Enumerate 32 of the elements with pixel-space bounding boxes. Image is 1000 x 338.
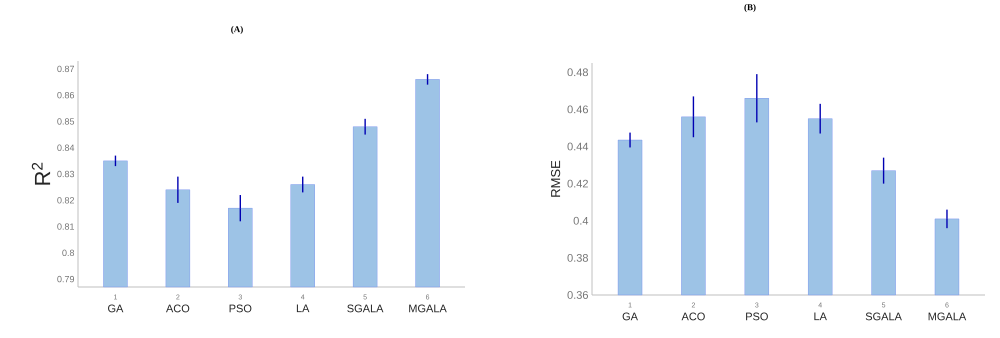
y-tick-label: 0.44 <box>567 142 588 150</box>
y-tick-label: 0.46 <box>567 106 588 114</box>
x-tick-label: PSO <box>746 312 768 320</box>
chart-title: (A) <box>231 26 243 34</box>
y-tick-label: 0.87 <box>57 66 74 72</box>
y-tick-label: 0.4 <box>574 216 588 225</box>
x-tick-label: LA <box>814 312 827 320</box>
y-tick-label: 0.86 <box>57 92 74 98</box>
x-tick-label: PSO <box>230 304 252 312</box>
y-tick-label: 0.79 <box>57 276 74 282</box>
y-tick-label: 0.81 <box>57 223 74 230</box>
y-tick-label: 0.36 <box>567 291 588 299</box>
x-tick-label: LA <box>296 304 310 312</box>
y-tick-label: 0.42 <box>567 180 588 188</box>
x-tick-label: SGALA <box>866 312 902 320</box>
y-tick-label: 0.38 <box>567 254 588 262</box>
y-tick-label: 0.84 <box>57 144 74 151</box>
y-axis-title: RMSE <box>550 160 560 197</box>
y-tick-label: 0.85 <box>57 118 74 125</box>
x-tick-label: GA <box>108 304 124 312</box>
x-tick-label: ACO <box>682 312 705 320</box>
x-tick-label: MGALA <box>409 304 447 312</box>
y-tick-label: 0.83 <box>57 170 74 178</box>
y-tick-label: 0.82 <box>57 197 74 204</box>
y-tick-label: 0.48 <box>567 68 588 76</box>
x-tick-label: SGALA <box>347 304 384 312</box>
x-tick-label: GA <box>622 312 638 320</box>
x-tick-label: ACO <box>166 304 190 312</box>
x-tick-label: MGALA <box>928 312 966 320</box>
y-tick-label: 0.8 <box>62 250 74 256</box>
chart-title: (B) <box>744 4 756 12</box>
y-axis-title: R$^{2}$ <box>32 162 50 185</box>
